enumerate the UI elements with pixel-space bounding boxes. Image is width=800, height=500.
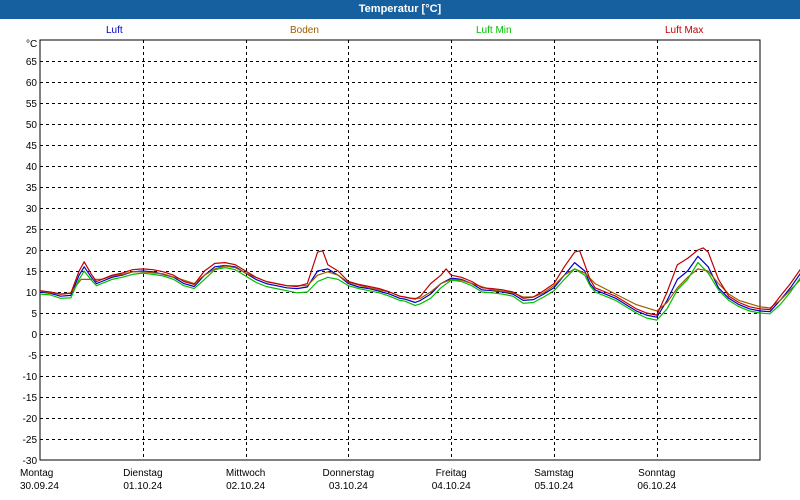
y-tick-label: 25 <box>26 225 38 236</box>
x-tick-label: Mittwoch 02.10.24 <box>206 467 286 493</box>
x-tick-date: 03.10.24 <box>328 481 368 492</box>
data-series <box>39 247 800 321</box>
chart-title-bar: Temperatur [°C] <box>0 0 800 19</box>
legend-luft-max: Luft Max <box>665 25 704 36</box>
x-tick-date: 30.09.24 <box>20 481 59 492</box>
x-tick-date: 01.10.24 <box>123 481 163 492</box>
legend-luft: Luft <box>106 25 123 36</box>
x-tick-label: Donnerstag 03.10.24 <box>308 467 388 493</box>
x-tick-date: 05.10.24 <box>534 481 574 492</box>
series-line-luft-max <box>39 247 800 316</box>
y-tick-label: 45 <box>26 141 38 152</box>
series-line-luft <box>39 255 800 318</box>
y-tick-label: 35 <box>26 183 38 194</box>
y-tick-label: -30 <box>23 456 38 467</box>
y-axis-tick-labels: 65605550454035302520151050-5-10-15-20-25… <box>23 57 38 467</box>
y-tick-label: 5 <box>31 309 37 320</box>
series-line-luft-min <box>39 262 800 321</box>
y-tick-label: -5 <box>28 351 37 362</box>
x-tick-label: Freitag 04.10.24 <box>411 467 491 493</box>
y-tick-label: -15 <box>23 393 38 404</box>
chart-title: Temperatur [°C] <box>358 3 442 15</box>
y-tick-label: 55 <box>26 99 38 110</box>
y-tick-label: 0 <box>31 330 37 341</box>
y-tick-label: 15 <box>26 267 38 278</box>
y-tick-label: -20 <box>23 414 38 425</box>
x-tick-day: Samstag <box>534 468 574 479</box>
x-tick-label: Montag 30.09.24 <box>0 467 80 493</box>
y-tick-label: 20 <box>26 246 38 257</box>
x-tick-day: Donnerstag <box>322 468 375 479</box>
y-tick-label: -25 <box>23 435 38 446</box>
x-tick-label: Samstag 05.10.24 <box>514 467 594 493</box>
x-tick-date: 04.10.24 <box>431 481 471 492</box>
x-tick-day: Dienstag <box>123 468 163 479</box>
legend-boden: Boden <box>290 25 319 36</box>
x-tick-date: 06.10.24 <box>637 481 677 492</box>
y-tick-label: 60 <box>26 78 38 89</box>
y-tick-label: 10 <box>26 288 38 299</box>
x-tick-date: 02.10.24 <box>226 481 266 492</box>
plot-frame <box>39 39 761 461</box>
legend-luft-min: Luft Min <box>476 25 512 36</box>
y-tick-label: 65 <box>26 57 38 68</box>
x-tick-day: Sonntag <box>638 468 676 479</box>
y-tick-label: 30 <box>26 204 38 215</box>
y-tick-label: -10 <box>23 372 38 383</box>
x-tick-day: Freitag <box>435 468 467 479</box>
grid-lines <box>40 40 760 460</box>
x-tick-day: Mittwoch <box>225 468 266 479</box>
y-tick-label: 50 <box>26 120 38 131</box>
x-tick-label: Sonntag 06.10.24 <box>617 467 697 493</box>
x-tick-label: Dienstag 01.10.24 <box>103 467 183 493</box>
y-axis-unit-label: °C <box>26 39 37 50</box>
y-tick-label: 40 <box>26 162 38 173</box>
x-tick-day: Montag <box>20 468 54 479</box>
